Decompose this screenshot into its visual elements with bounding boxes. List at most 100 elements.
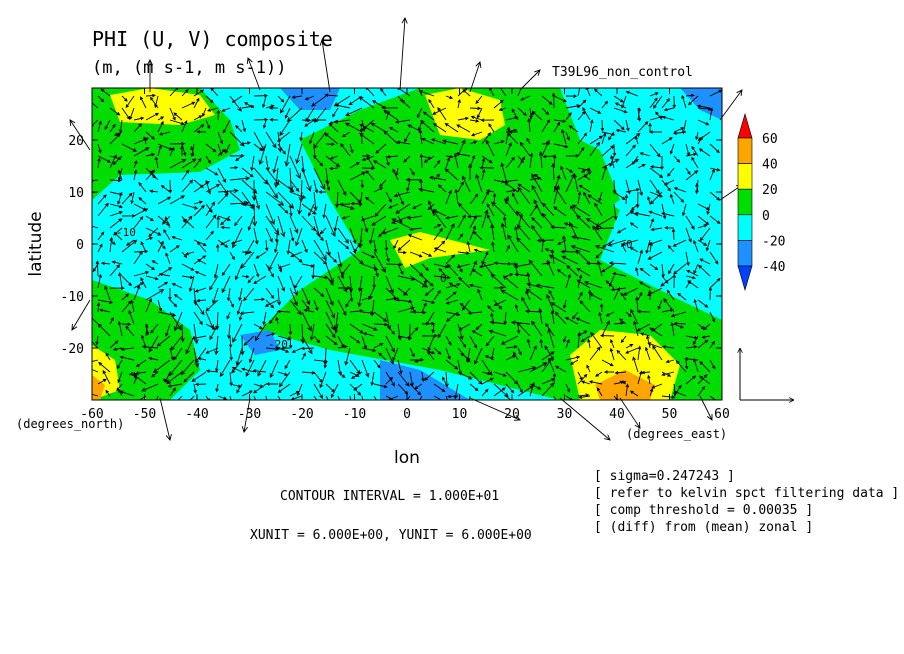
wind-vector — [169, 159, 187, 169]
wind-vector — [141, 344, 159, 349]
wind-vector — [649, 387, 654, 397]
wind-vector — [120, 347, 135, 352]
wind-vector — [507, 234, 519, 253]
wind-vector — [125, 95, 135, 109]
wind-vector — [517, 183, 531, 193]
wind-vector — [437, 106, 447, 121]
wind-vector — [318, 190, 327, 194]
wind-vector — [697, 374, 708, 385]
wind-vector — [215, 243, 220, 253]
wind-vector — [193, 157, 202, 169]
wind-vector — [637, 121, 649, 133]
wind-vector — [586, 364, 591, 373]
yellow-region-lower-right — [570, 330, 680, 400]
wind-vector — [619, 318, 627, 325]
wind-vector — [247, 275, 255, 284]
wind-vector — [289, 391, 300, 397]
wind-vector — [587, 194, 603, 205]
wind-vector — [113, 231, 123, 241]
wind-vector — [289, 287, 298, 307]
wind-vector — [525, 290, 531, 301]
wind-vector — [673, 155, 681, 163]
wind-vector — [265, 382, 279, 386]
wind-vector — [109, 178, 122, 183]
wind-vector — [121, 275, 132, 287]
wind-vector — [657, 299, 663, 311]
colorbar-label: -40 — [762, 260, 785, 275]
wind-vector — [491, 241, 495, 253]
wind-vector — [516, 237, 531, 253]
wind-vector — [109, 107, 121, 116]
x-tick-label: 30 — [557, 407, 573, 422]
wind-vector — [469, 383, 479, 392]
wind-vector — [637, 107, 642, 121]
wind-vector — [577, 291, 583, 301]
wind-vector — [673, 191, 685, 203]
wind-vector — [337, 179, 347, 196]
wind-vector — [301, 167, 312, 192]
wind-vector — [457, 98, 461, 109]
wind-vector — [514, 304, 519, 313]
wind-vector — [337, 345, 348, 349]
wind-vector — [102, 369, 111, 385]
wind-vector — [288, 167, 294, 192]
wind-vector — [613, 395, 619, 400]
wind-vector — [205, 395, 210, 400]
wind-vector — [699, 227, 711, 242]
wind-vector — [685, 215, 695, 230]
wind-vector — [145, 289, 165, 301]
wind-vector — [286, 239, 291, 255]
reference-vector — [740, 348, 794, 400]
wind-vector — [433, 159, 441, 169]
wind-vector — [613, 321, 625, 325]
wind-vector — [228, 335, 233, 349]
wind-vector — [648, 122, 652, 133]
wind-vector — [553, 121, 561, 133]
wind-vector — [164, 216, 171, 229]
wind-vector — [709, 107, 714, 121]
wind-vector — [625, 119, 630, 132]
wind-vector — [319, 371, 327, 389]
wind-vector — [378, 352, 387, 361]
wind-vector — [158, 131, 171, 136]
wind-vector — [667, 167, 675, 177]
wind-vector — [493, 371, 507, 377]
wind-vector — [504, 198, 519, 217]
wind-vector — [505, 142, 512, 157]
wind-vector — [105, 352, 111, 361]
wind-vector — [419, 395, 423, 400]
wind-vector — [548, 289, 555, 301]
wind-vector — [421, 302, 427, 313]
wind-vector — [577, 88, 581, 97]
wind-vector — [598, 191, 603, 203]
wind-vector — [514, 272, 531, 277]
wind-vector — [297, 191, 303, 215]
wind-vector — [589, 135, 604, 145]
wind-vector — [277, 179, 295, 193]
wind-vector — [397, 88, 411, 97]
wind-vector — [229, 347, 233, 361]
wind-vector — [550, 302, 567, 313]
wind-vector — [649, 191, 663, 205]
wind-vector — [191, 335, 207, 340]
wind-vector — [672, 273, 677, 289]
wind-vector — [193, 323, 199, 345]
wind-vector — [250, 155, 255, 172]
y-tick-label: -10 — [61, 290, 84, 305]
wind-vector — [614, 371, 627, 375]
wind-vector — [217, 131, 224, 145]
wind-vector — [216, 109, 221, 121]
wind-vector — [332, 107, 339, 118]
wind-vector — [97, 157, 101, 169]
wind-vector — [220, 215, 231, 226]
wind-vector — [647, 342, 663, 349]
wind-vector — [180, 145, 184, 157]
wind-vector — [133, 169, 138, 181]
wind-vector — [625, 144, 636, 157]
wind-vector — [92, 119, 99, 127]
wind-vector — [475, 173, 483, 193]
wind-vector — [517, 347, 522, 356]
wind-vector-overflow — [469, 397, 521, 421]
wind-vector — [687, 95, 699, 106]
wind-vector — [308, 203, 315, 217]
